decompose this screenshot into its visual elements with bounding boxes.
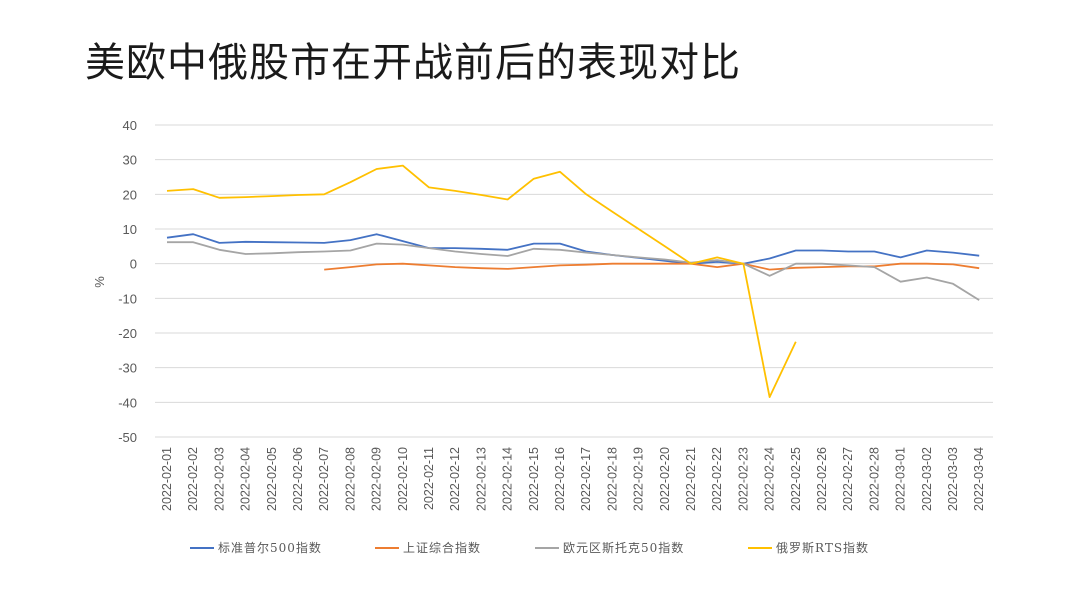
x-tick-label: 2022-02-22	[710, 447, 724, 511]
x-tick-label: 2022-02-06	[291, 447, 305, 511]
y-tick-label: -10	[118, 291, 137, 306]
x-tick-label: 2022-02-07	[317, 447, 331, 511]
x-tick-label: 2022-02-05	[265, 447, 279, 511]
x-tick-label: 2022-02-25	[789, 447, 803, 511]
x-tick-label: 2022-02-04	[239, 447, 253, 511]
x-tick-label: 2022-02-03	[212, 447, 226, 511]
x-axis-ticks: 2022-02-01 2022-02-02 2022-02-03 2022-02-04…	[160, 447, 986, 511]
legend-label: 标准普尔500指数	[218, 540, 322, 555]
x-tick-label: 2022-03-01	[894, 447, 908, 511]
x-tick-label: 2022-02-12	[448, 447, 462, 511]
legend-label: 俄罗斯RTS指数	[776, 540, 869, 555]
x-tick-label: 2022-02-24	[763, 447, 777, 511]
legend-label: 欧元区斯托克50指数	[563, 540, 684, 555]
x-tick-label: 2022-02-28	[867, 447, 881, 511]
series-lines	[166, 164, 980, 399]
x-tick-label: 2022-02-09	[370, 447, 384, 511]
x-tick-label: 2022-02-08	[343, 447, 357, 511]
y-axis-ticks: 40 30 20 10 0 -10 -20 -30 -40 -50	[118, 118, 137, 445]
y-tick-label: 10	[123, 222, 137, 237]
x-tick-label: 2022-02-17	[579, 447, 593, 511]
series-line-2	[167, 241, 980, 301]
legend: 标准普尔500指数 上证综合指数 欧元区斯托克50指数 俄罗斯RTS指数	[190, 540, 869, 555]
x-tick-label: 2022-02-26	[815, 447, 829, 511]
y-tick-label: -30	[118, 361, 137, 376]
x-tick-label: 2022-02-02	[186, 447, 200, 511]
x-tick-label: 2022-02-27	[841, 447, 855, 511]
x-tick-label: 2022-02-13	[474, 447, 488, 511]
y-tick-label: -20	[118, 326, 137, 341]
x-tick-label: 2022-03-02	[920, 447, 934, 511]
y-tick-label: 30	[123, 153, 137, 168]
y-axis-label: %	[92, 276, 107, 288]
x-tick-label: 2022-03-03	[946, 447, 960, 511]
x-tick-label: 2022-02-20	[658, 447, 672, 511]
x-tick-label: 2022-02-14	[501, 447, 515, 511]
series-line-3	[166, 164, 797, 399]
x-tick-label: 2022-02-21	[684, 447, 698, 511]
chart-title: 美欧中俄股市在开战前后的表现对比	[85, 40, 741, 86]
x-tick-label: 2022-02-10	[396, 447, 410, 511]
y-tick-label: -50	[118, 430, 137, 445]
x-tick-label: 2022-02-18	[605, 447, 619, 511]
x-tick-label: 2022-02-11	[422, 447, 436, 510]
y-tick-label: 0	[130, 257, 137, 272]
x-tick-label: 2022-02-16	[553, 447, 567, 511]
series-line-0	[166, 233, 980, 265]
x-tick-label: 2022-02-01	[160, 447, 174, 511]
x-tick-label: 2022-02-23	[736, 447, 750, 511]
x-tick-label: 2022-02-19	[632, 447, 646, 511]
y-tick-label: -40	[118, 395, 137, 410]
grid-lines	[155, 124, 993, 438]
x-tick-label: 2022-03-04	[972, 447, 986, 511]
x-tick-label: 2022-02-15	[527, 447, 541, 511]
y-tick-label: 40	[123, 118, 137, 133]
y-tick-label: 20	[123, 187, 137, 202]
legend-label: 上证综合指数	[403, 540, 481, 555]
series-line-1	[324, 262, 980, 271]
